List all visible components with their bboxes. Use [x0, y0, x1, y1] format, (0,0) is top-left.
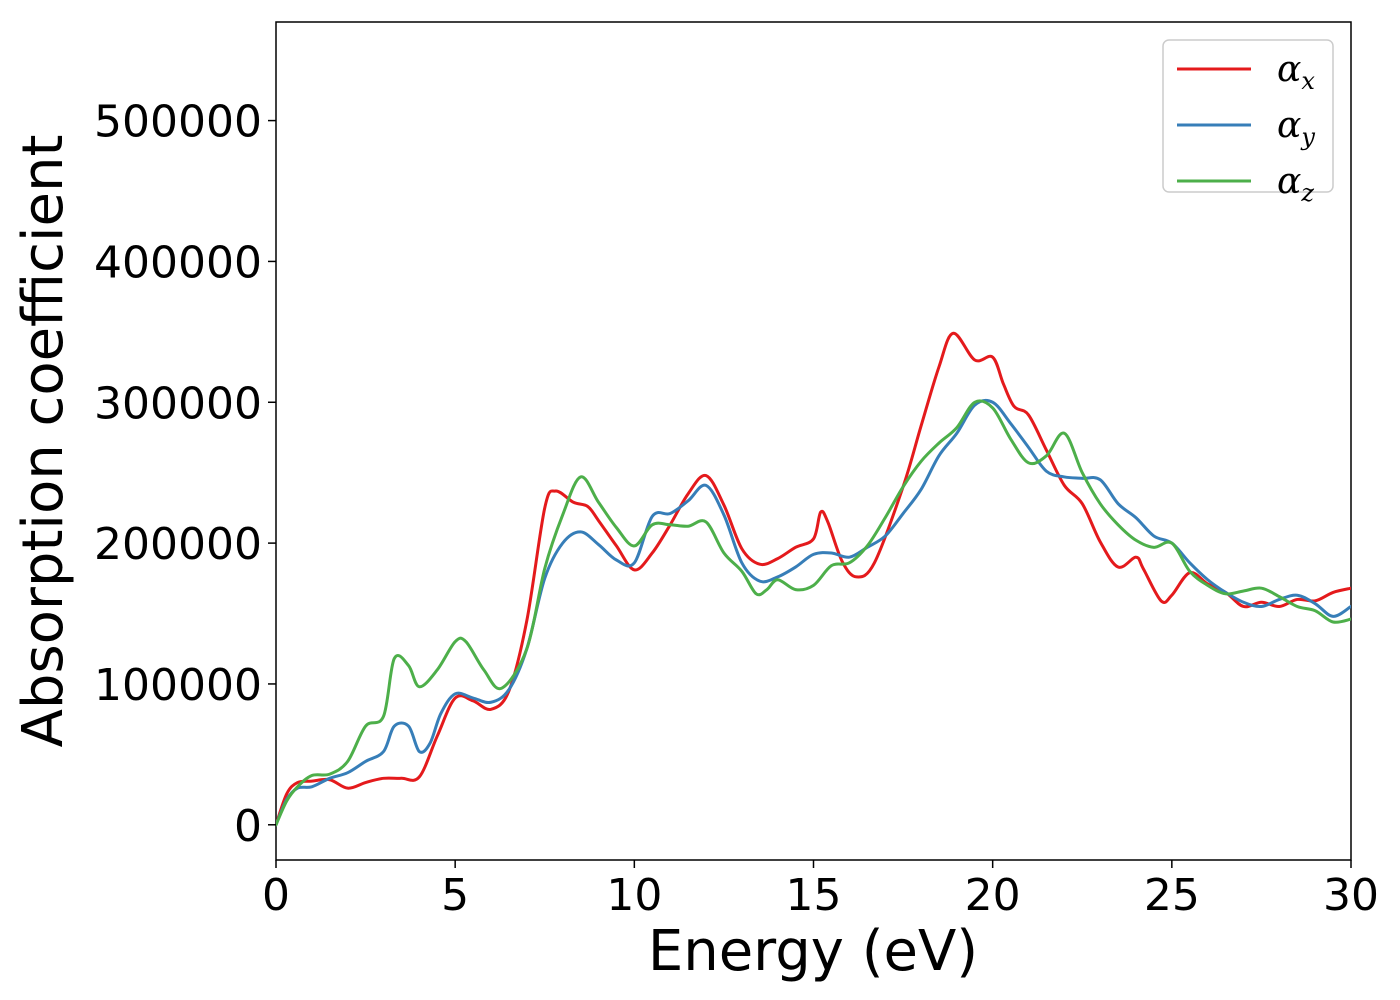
legend: αx αy αz: [1162, 39, 1334, 207]
x-tick-label: 5: [441, 870, 469, 921]
x-tick-label: 25: [1144, 870, 1200, 921]
y-tick-label: 100000: [94, 660, 262, 711]
x-tick-label: 10: [606, 870, 662, 921]
y-axis-label: Absorption coefficient: [11, 135, 76, 748]
series-line-y: [276, 398, 1351, 827]
legend-label-z: αz: [1277, 161, 1314, 207]
legend-box: [1162, 39, 1334, 193]
y-tick-label: 300000: [94, 378, 262, 429]
y-tick-label: 0: [234, 801, 262, 852]
y-tick-label: 500000: [94, 97, 262, 148]
x-tick-label: 0: [262, 870, 290, 921]
legend-label-x: αx: [1277, 49, 1315, 95]
series-line-z: [276, 399, 1351, 827]
y-axis: 0 100000 200000 300000 400000 500000: [94, 97, 276, 852]
y-tick-label: 200000: [94, 519, 262, 570]
x-axis: 0 5 10 15 20 25 30: [262, 860, 1379, 921]
series-line-x: [276, 331, 1351, 827]
x-tick-label: 30: [1323, 870, 1379, 921]
x-tick-label: 15: [786, 870, 842, 921]
x-axis-label: Energy (eV): [648, 919, 978, 984]
y-tick-label: 400000: [94, 237, 262, 288]
legend-label-y: αy: [1277, 105, 1315, 151]
x-tick-label: 20: [965, 870, 1021, 921]
series-layer: [276, 331, 1351, 827]
